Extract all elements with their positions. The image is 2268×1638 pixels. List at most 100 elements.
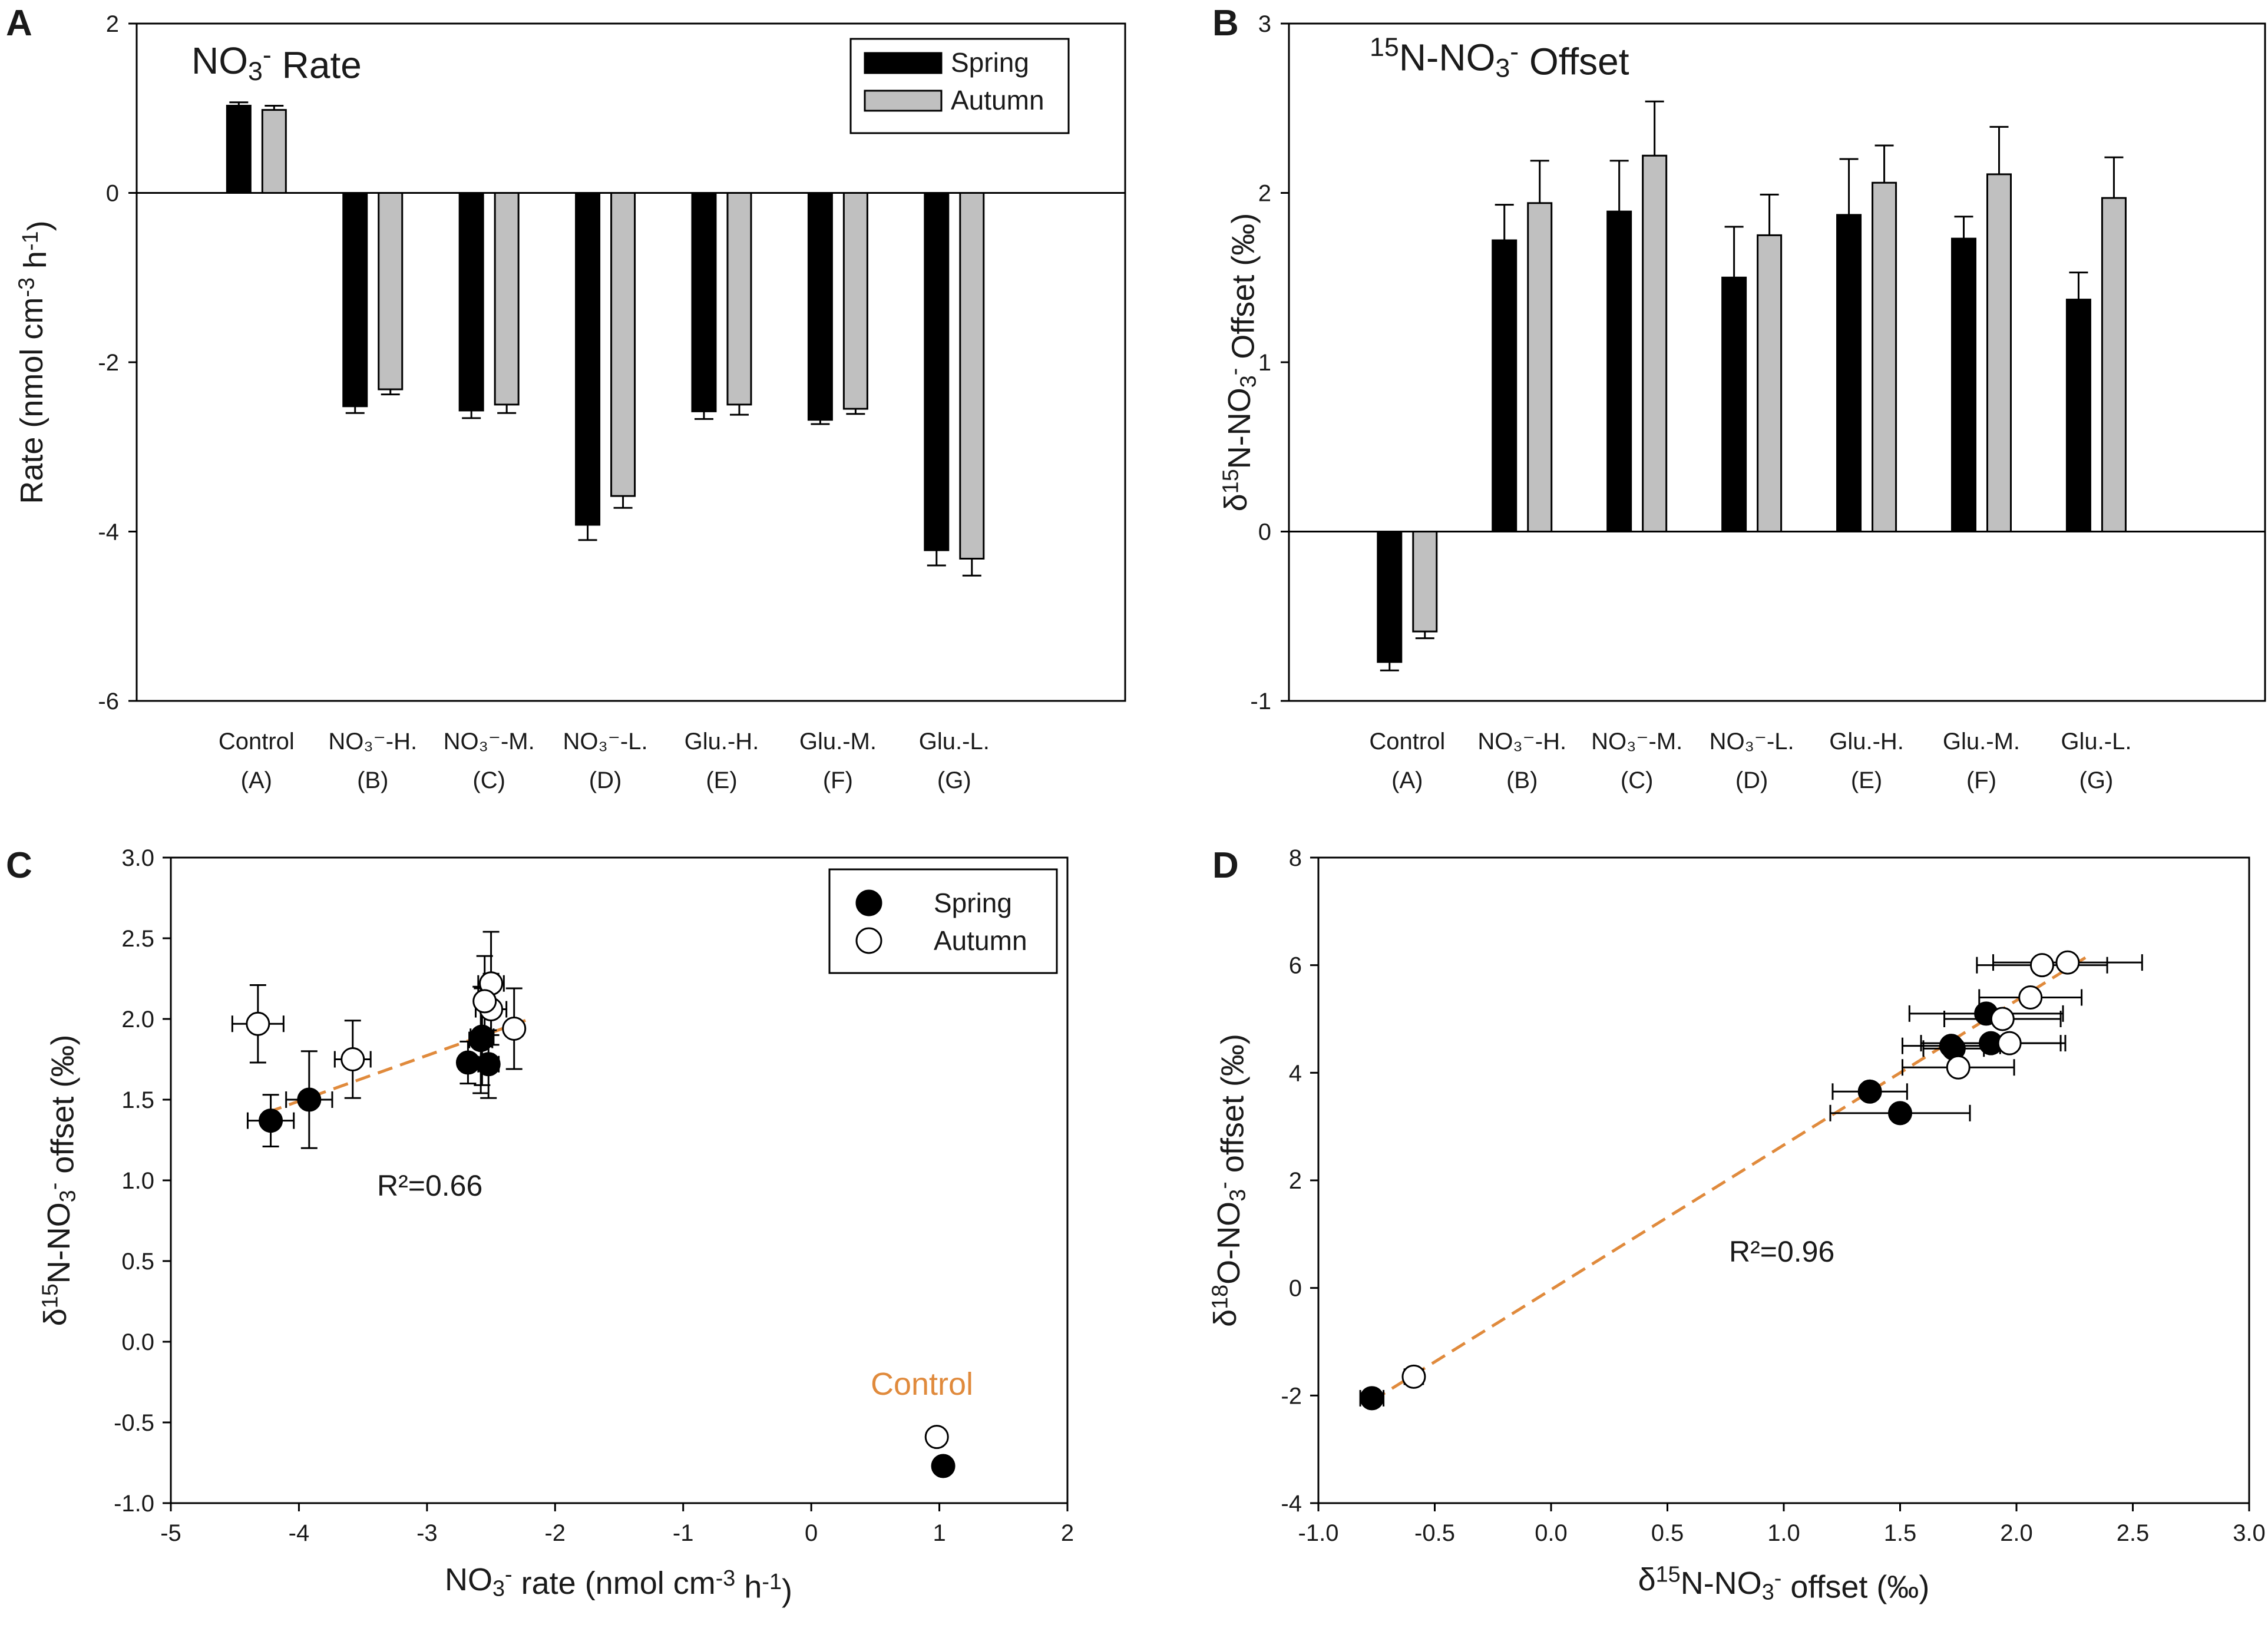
- bar-spring: [807, 192, 833, 421]
- bar-autumn: [1872, 181, 1897, 532]
- y-axis-title-part: N-NO: [41, 1202, 77, 1283]
- category-sublabel: (E): [1851, 767, 1882, 793]
- chart-title-part: 3: [1495, 53, 1510, 82]
- x-axis-title-part: 15: [1656, 1563, 1681, 1587]
- plot-frame: [1317, 856, 2250, 1504]
- x-axis-title-part: 3: [492, 1576, 505, 1601]
- y-tick-label: 8: [1289, 845, 1302, 871]
- category-sublabel: (G): [937, 767, 971, 793]
- legend-swatch-spring: [864, 52, 943, 74]
- x-axis-title-part: δ: [1638, 1562, 1656, 1597]
- y-tick-label: 1.0: [121, 1168, 154, 1194]
- y-tick-label: -6: [98, 689, 119, 714]
- x-axis-title: NO3- rate (nmol cm-3 h-1): [445, 1562, 792, 1608]
- y-axis-title-part: 18: [1208, 1285, 1233, 1309]
- panel-letter-a: A: [6, 3, 32, 44]
- x-tick-label: -2: [544, 1520, 566, 1546]
- scatter-point-spring: [468, 1028, 493, 1053]
- chart-title-part: -: [263, 40, 272, 70]
- y-axis-title-part: N-NO: [1222, 388, 1257, 469]
- y-axis-title-part: -: [1212, 1182, 1237, 1189]
- y-axis-title: δ15N-NO3- offset (‰): [38, 1035, 81, 1326]
- scatter-point-autumn: [2055, 950, 2080, 975]
- scatter-point-autumn: [1946, 1055, 1971, 1080]
- bar-spring: [1721, 276, 1747, 532]
- y-tick-label: 0: [1289, 1276, 1302, 1302]
- bar-spring: [1606, 210, 1632, 532]
- category-label: NO₃⁻-L.: [563, 729, 648, 755]
- scatter-point-autumn: [1997, 1031, 2022, 1055]
- y-axis-title-part: -3: [15, 277, 39, 297]
- bar-spring: [226, 104, 252, 194]
- category-sublabel: (G): [2079, 767, 2114, 793]
- chart-title: 15N-NO3- Offset: [1370, 32, 1629, 83]
- x-tick-label: 1.0: [1767, 1520, 1800, 1546]
- category-sublabel: (F): [823, 767, 853, 793]
- category-label: Glu.-H.: [685, 729, 759, 755]
- x-tick-label: -5: [160, 1520, 181, 1546]
- y-axis-title: δ18O-NO3- offset (‰): [1208, 1034, 1251, 1327]
- bar-autumn: [842, 192, 868, 410]
- bar-spring: [458, 192, 484, 412]
- scatter-point-spring: [259, 1108, 283, 1133]
- bar-autumn: [1642, 154, 1668, 532]
- legend-box: [828, 868, 1058, 974]
- legend-swatch-autumn: [864, 90, 943, 112]
- category-sublabel: (E): [706, 767, 737, 793]
- x-axis-title-part: h: [735, 1569, 762, 1604]
- scatter-point-spring: [1360, 1386, 1384, 1411]
- scatter-point-autumn: [2018, 985, 2043, 1010]
- chart-title-part: 15: [1370, 32, 1399, 62]
- scatter-point-autumn: [1401, 1364, 1426, 1389]
- bar-autumn: [1986, 173, 2012, 532]
- panel-letter-d: D: [1212, 845, 1239, 886]
- category-sublabel: (B): [357, 767, 388, 793]
- x-tick-label: 0.0: [1535, 1520, 1568, 1546]
- bar-spring: [924, 192, 950, 551]
- y-axis-title-part: -1: [18, 231, 43, 251]
- y-axis-title-part: 3: [1237, 375, 1261, 388]
- scatter-point-autumn: [472, 989, 497, 1014]
- x-axis-title-part: 3: [1762, 1580, 1774, 1605]
- x-axis-title-part: rate (nmol cm: [513, 1566, 716, 1601]
- category-label: Glu.-M.: [799, 729, 877, 755]
- bar-spring: [1492, 239, 1517, 532]
- x-tick-label: 1: [933, 1520, 945, 1546]
- category-label: Glu.-L.: [919, 729, 990, 755]
- category-sublabel: (F): [1966, 767, 1996, 793]
- y-axis-title-part: offset (‰): [1215, 1034, 1250, 1182]
- bar-spring: [1836, 214, 1862, 532]
- category-sublabel: (C): [472, 767, 505, 793]
- bar-autumn: [610, 192, 636, 497]
- x-tick-label: 2: [1061, 1520, 1074, 1546]
- regression-line: [1371, 955, 2087, 1402]
- y-axis-title-part: O-NO: [1211, 1202, 1247, 1285]
- y-axis-title-part: 3: [56, 1190, 81, 1202]
- y-tick-label: 2.0: [121, 1007, 154, 1033]
- y-axis-title-part: -: [1222, 368, 1247, 376]
- chart-title-part: 3: [248, 57, 263, 86]
- scatter-point-autumn: [340, 1047, 365, 1071]
- bar-autumn: [1527, 202, 1553, 532]
- y-axis-title-part: offset (‰): [45, 1035, 80, 1183]
- x-tick-label: 0.5: [1651, 1520, 1684, 1546]
- y-tick-label: 0: [106, 181, 119, 207]
- chart-title-part: NO: [191, 39, 248, 82]
- y-tick-label: -2: [1281, 1383, 1302, 1409]
- x-axis-title-part: -: [505, 1563, 513, 1587]
- x-tick-label: 0: [805, 1520, 818, 1546]
- chart-title-part: Rate: [272, 44, 362, 86]
- category-label: Control: [1369, 729, 1445, 755]
- y-tick-label: -1.0: [114, 1491, 154, 1517]
- y-axis-title-part: 3: [1226, 1189, 1251, 1202]
- scatter-point-autumn: [246, 1011, 270, 1036]
- y-tick-label: -0.5: [114, 1410, 154, 1436]
- y-axis-title-part: 15: [38, 1283, 63, 1308]
- chart-title-part: Offset: [1519, 41, 1629, 83]
- x-axis-title-part: ): [782, 1573, 792, 1608]
- y-tick-label: 0.5: [121, 1249, 154, 1275]
- scatter-point-spring: [931, 1454, 956, 1478]
- legend-label: Autumn: [951, 85, 1044, 115]
- x-axis-title-part: -1: [762, 1570, 782, 1594]
